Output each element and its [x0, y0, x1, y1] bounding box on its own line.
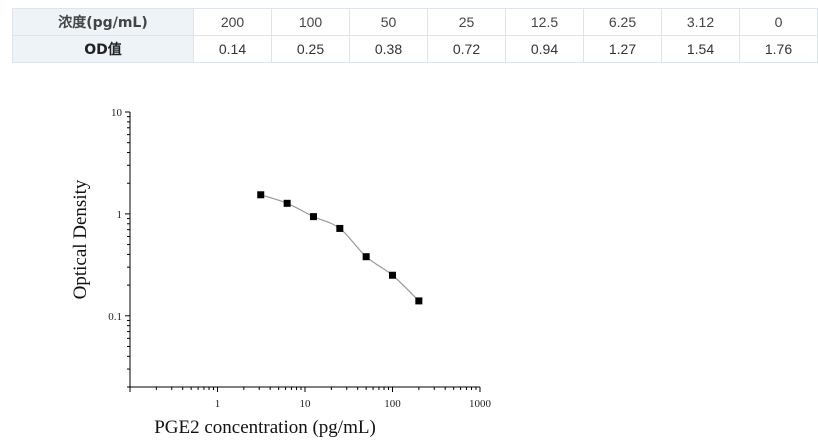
concentration-cell: 0 — [739, 8, 818, 36]
od-cell: 0.72 — [427, 35, 506, 63]
concentration-header: 浓度(pg/mL) — [12, 8, 194, 36]
data-point — [283, 199, 291, 207]
standard-curve-chart: 10 1 0.1 1 10 100 1000 PGE2 concentration (pg/m… — [70, 107, 492, 438]
y-tick-label: 0.1 — [108, 311, 122, 323]
data-point — [257, 191, 265, 199]
data-point — [309, 213, 317, 221]
data-point — [415, 297, 423, 305]
y-axis-label: Optical Density — [70, 179, 91, 299]
od-cell: 1.54 — [661, 35, 740, 63]
od-row: OD值 0.14 0.25 0.38 0.72 0.94 1.27 1.54 1… — [12, 35, 818, 63]
x-axis-label: PGE2 concentration (pg/mL) — [154, 417, 376, 438]
fitted-curve — [260, 194, 420, 302]
od-cell: 0.14 — [193, 35, 272, 63]
concentration-cell: 100 — [271, 8, 350, 36]
concentration-cell: 50 — [349, 8, 428, 36]
od-cell: 1.27 — [583, 35, 662, 63]
data-point — [362, 253, 370, 261]
data-point — [389, 271, 396, 279]
od-cell: 0.25 — [271, 35, 350, 63]
od-cell: 1.76 — [739, 35, 818, 63]
x-tick-label: 1 — [215, 398, 221, 410]
od-cell: 0.38 — [349, 35, 428, 63]
concentration-row: 浓度(pg/mL) 200 100 50 25 12.5 6.25 3.12 0 — [12, 8, 818, 36]
x-tick-label: 1000 — [469, 398, 492, 410]
x-tick-label: 100 — [384, 398, 401, 410]
standard-data-table: 浓度(pg/mL) 200 100 50 25 12.5 6.25 3.12 0… — [12, 8, 818, 63]
concentration-cell: 6.25 — [583, 8, 662, 36]
concentration-cell: 25 — [427, 8, 506, 36]
concentration-cell: 200 — [193, 8, 272, 36]
y-tick-label: 10 — [111, 107, 123, 119]
concentration-cell: 3.12 — [661, 8, 740, 36]
od-cell: 0.94 — [505, 35, 584, 63]
data-point — [336, 224, 344, 232]
concentration-cell: 12.5 — [505, 8, 584, 36]
y-tick-label: 1 — [117, 209, 123, 221]
x-tick-label: 10 — [300, 398, 312, 410]
od-header: OD值 — [12, 35, 194, 63]
